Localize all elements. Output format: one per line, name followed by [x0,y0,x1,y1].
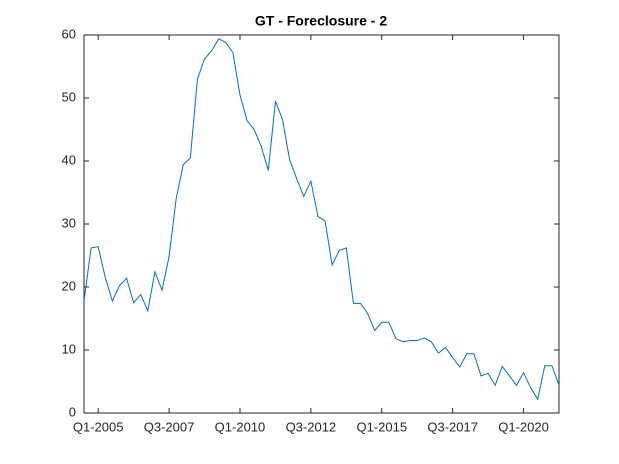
x-tick-label: Q3-2012 [286,419,337,434]
x-tick-label: Q1-2010 [215,419,266,434]
x-tick-label: Q3-2017 [427,419,478,434]
y-tick-label: 50 [62,89,76,104]
x-tick-label: Q1-2005 [73,419,124,434]
y-tick-label: 20 [62,278,76,293]
y-tick-label: 60 [62,26,76,41]
y-tick-label: 40 [62,152,76,167]
chart-title: GT - Foreclosure - 2 [255,13,387,29]
x-tick-label: Q1-2015 [356,419,407,434]
y-tick-label: 10 [62,341,76,356]
y-tick-label: 0 [69,404,76,419]
line-series [83,38,560,401]
x-tick-label: Q3-2007 [144,419,195,434]
y-tick-label: 30 [62,215,76,230]
x-tick-label: Q1-2020 [498,419,549,434]
axes-box [83,34,560,414]
